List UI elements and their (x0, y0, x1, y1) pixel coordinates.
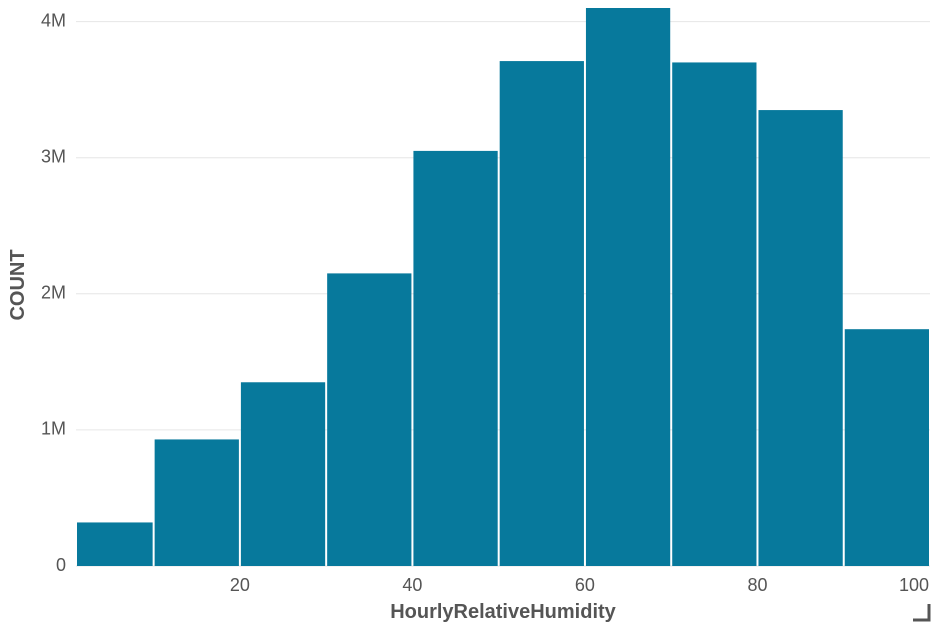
y-tick-label: 3M (41, 146, 66, 166)
histogram-bar[interactable] (672, 62, 757, 566)
y-tick-label: 0 (56, 555, 66, 575)
histogram-bar[interactable] (499, 61, 584, 566)
histogram-bar[interactable] (758, 110, 843, 566)
y-tick-label: 1M (41, 419, 66, 439)
histogram-bar[interactable] (413, 150, 498, 566)
x-axis-ticks: 20 40 60 80 100 (230, 575, 929, 595)
histogram-bar[interactable] (77, 522, 153, 566)
y-axis-title: COUNT (7, 249, 29, 320)
y-axis-ticks: 0 1M 2M 3M 4M (41, 10, 66, 574)
histogram-bar[interactable] (327, 273, 412, 566)
x-tick-label: 80 (747, 575, 767, 595)
x-tick-label: 60 (575, 575, 595, 595)
resize-handle-icon[interactable] (913, 604, 931, 622)
x-tick-label: 40 (402, 575, 422, 595)
histogram-bar[interactable] (240, 382, 326, 566)
y-tick-label: 4M (41, 10, 66, 30)
y-tick-label: 2M (41, 283, 66, 303)
histogram-bar[interactable] (154, 439, 239, 566)
x-tick-label: 20 (230, 575, 250, 595)
x-tick-label: 100 (899, 575, 929, 595)
histogram-bar[interactable] (585, 8, 671, 566)
bars (77, 8, 929, 566)
histogram-bar[interactable] (844, 329, 929, 566)
x-axis-title: HourlyRelativeHumidity (390, 601, 616, 623)
